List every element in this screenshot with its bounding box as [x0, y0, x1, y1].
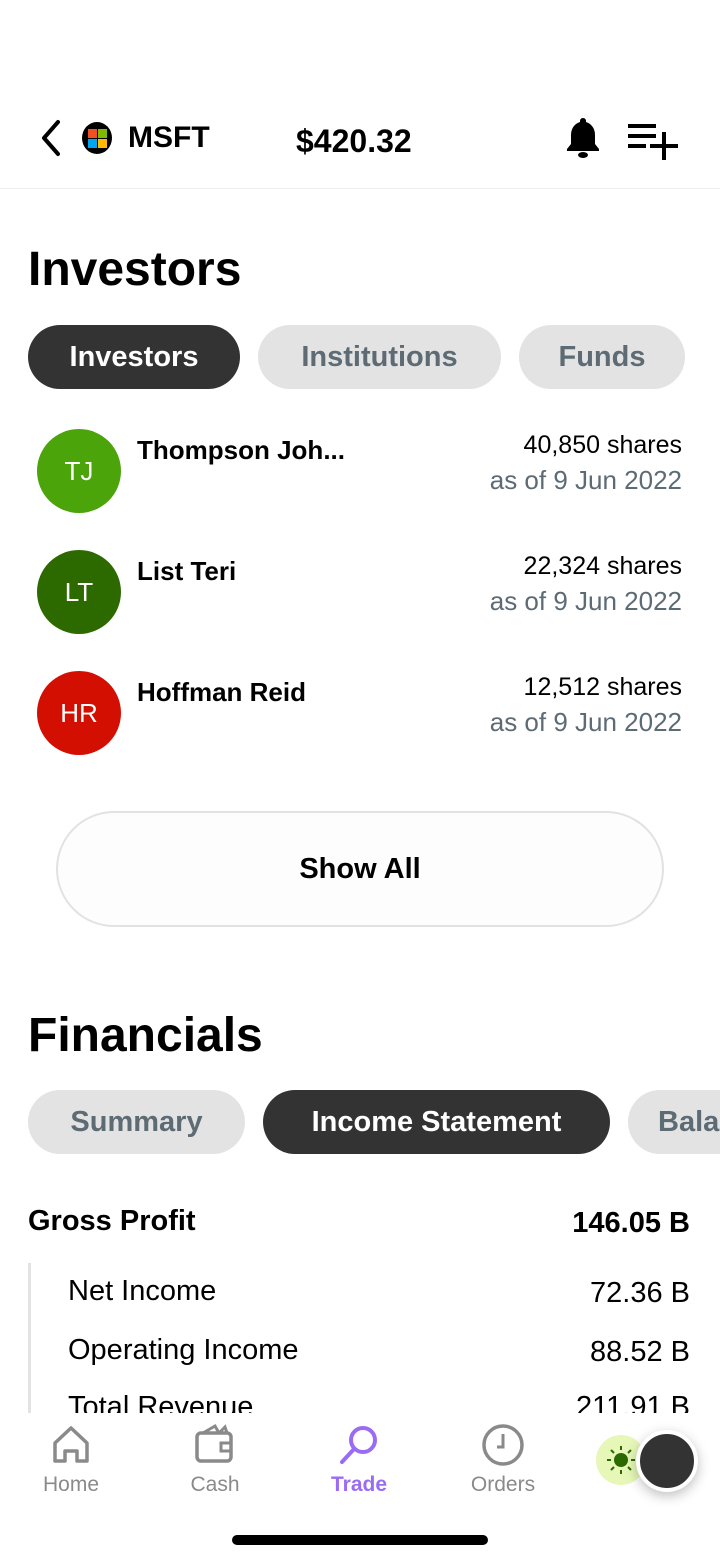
bottom-nav: Home Cash Trade Orders [0, 1413, 720, 1558]
microsoft-logo-icon [82, 122, 112, 154]
total-revenue-label: Total Revenue [68, 1391, 254, 1413]
operating-income-value: 88.52 B [590, 1336, 690, 1368]
tab-funds[interactable]: Funds [519, 325, 685, 389]
home-indicator [232, 1535, 488, 1545]
back-icon[interactable] [36, 118, 66, 158]
investor-row[interactable]: HR Hoffman Reid 12,512 shares as of 9 Ju… [0, 663, 720, 763]
bell-icon[interactable] [564, 116, 602, 160]
nav-label: Orders [470, 1473, 536, 1496]
gross-profit-value: 146.05 B [572, 1207, 690, 1239]
nav-label: Home [42, 1473, 100, 1496]
home-icon [53, 1426, 89, 1463]
avatar: TJ [37, 429, 121, 513]
total-revenue-value: 211.91 B [576, 1391, 690, 1413]
investor-name: List Teri [137, 556, 237, 586]
financials-title: Financials [28, 1009, 263, 1062]
indent-divider [28, 1263, 31, 1413]
tab-balance-sheet[interactable]: Bala [628, 1090, 720, 1154]
investor-name: Thompson Joh... [137, 435, 345, 465]
avatar: LT [37, 550, 121, 634]
as-of-date: as of 9 Jun 2022 [489, 465, 682, 495]
income-statement: Gross Profit 146.05 B Net Income 72.36 B… [0, 1195, 720, 1413]
stock-price: $420.32 [296, 123, 412, 159]
avatar: HR [37, 671, 121, 755]
investor-row[interactable]: TJ Thompson Joh... 40,850 shares as of 9… [0, 421, 720, 521]
clock-icon [482, 1424, 524, 1466]
investors-title: Investors [28, 243, 242, 296]
investor-row[interactable]: LT List Teri 22,324 shares as of 9 Jun 2… [0, 542, 720, 642]
net-income-label: Net Income [68, 1275, 217, 1307]
nav-trade[interactable]: Trade [309, 1423, 409, 1497]
wallet-icon [195, 1423, 233, 1463]
net-income-value: 72.36 B [590, 1277, 690, 1309]
nav-home[interactable]: Home [21, 1423, 121, 1497]
investor-name: Hoffman Reid [137, 677, 306, 707]
tab-income-statement[interactable]: Income Statement [263, 1090, 610, 1154]
nav-orders[interactable]: Orders [453, 1423, 553, 1497]
as-of-date: as of 9 Jun 2022 [489, 586, 682, 616]
nav-label: Cash [190, 1473, 240, 1496]
as-of-date: as of 9 Jun 2022 [489, 707, 682, 737]
shares: 12,512 shares [523, 673, 682, 701]
ticker-symbol: MSFT [128, 121, 210, 154]
theme-toggle-dark-button[interactable] [636, 1430, 698, 1492]
gross-profit-label: Gross Profit [28, 1205, 196, 1237]
add-to-watchlist-icon[interactable] [628, 122, 680, 162]
tab-institutions[interactable]: Institutions [258, 325, 501, 389]
nav-label: Trade [330, 1473, 388, 1496]
shares: 22,324 shares [523, 552, 682, 580]
trade-search-icon [340, 1426, 377, 1464]
operating-income-label: Operating Income [68, 1334, 299, 1366]
shares: 40,850 shares [523, 431, 682, 459]
tab-investors[interactable]: Investors [28, 325, 240, 389]
tab-summary[interactable]: Summary [28, 1090, 245, 1154]
show-all-button[interactable]: Show All [56, 811, 664, 927]
top-bar: MSFT $420.32 [0, 100, 720, 189]
nav-cash[interactable]: Cash [165, 1423, 265, 1497]
